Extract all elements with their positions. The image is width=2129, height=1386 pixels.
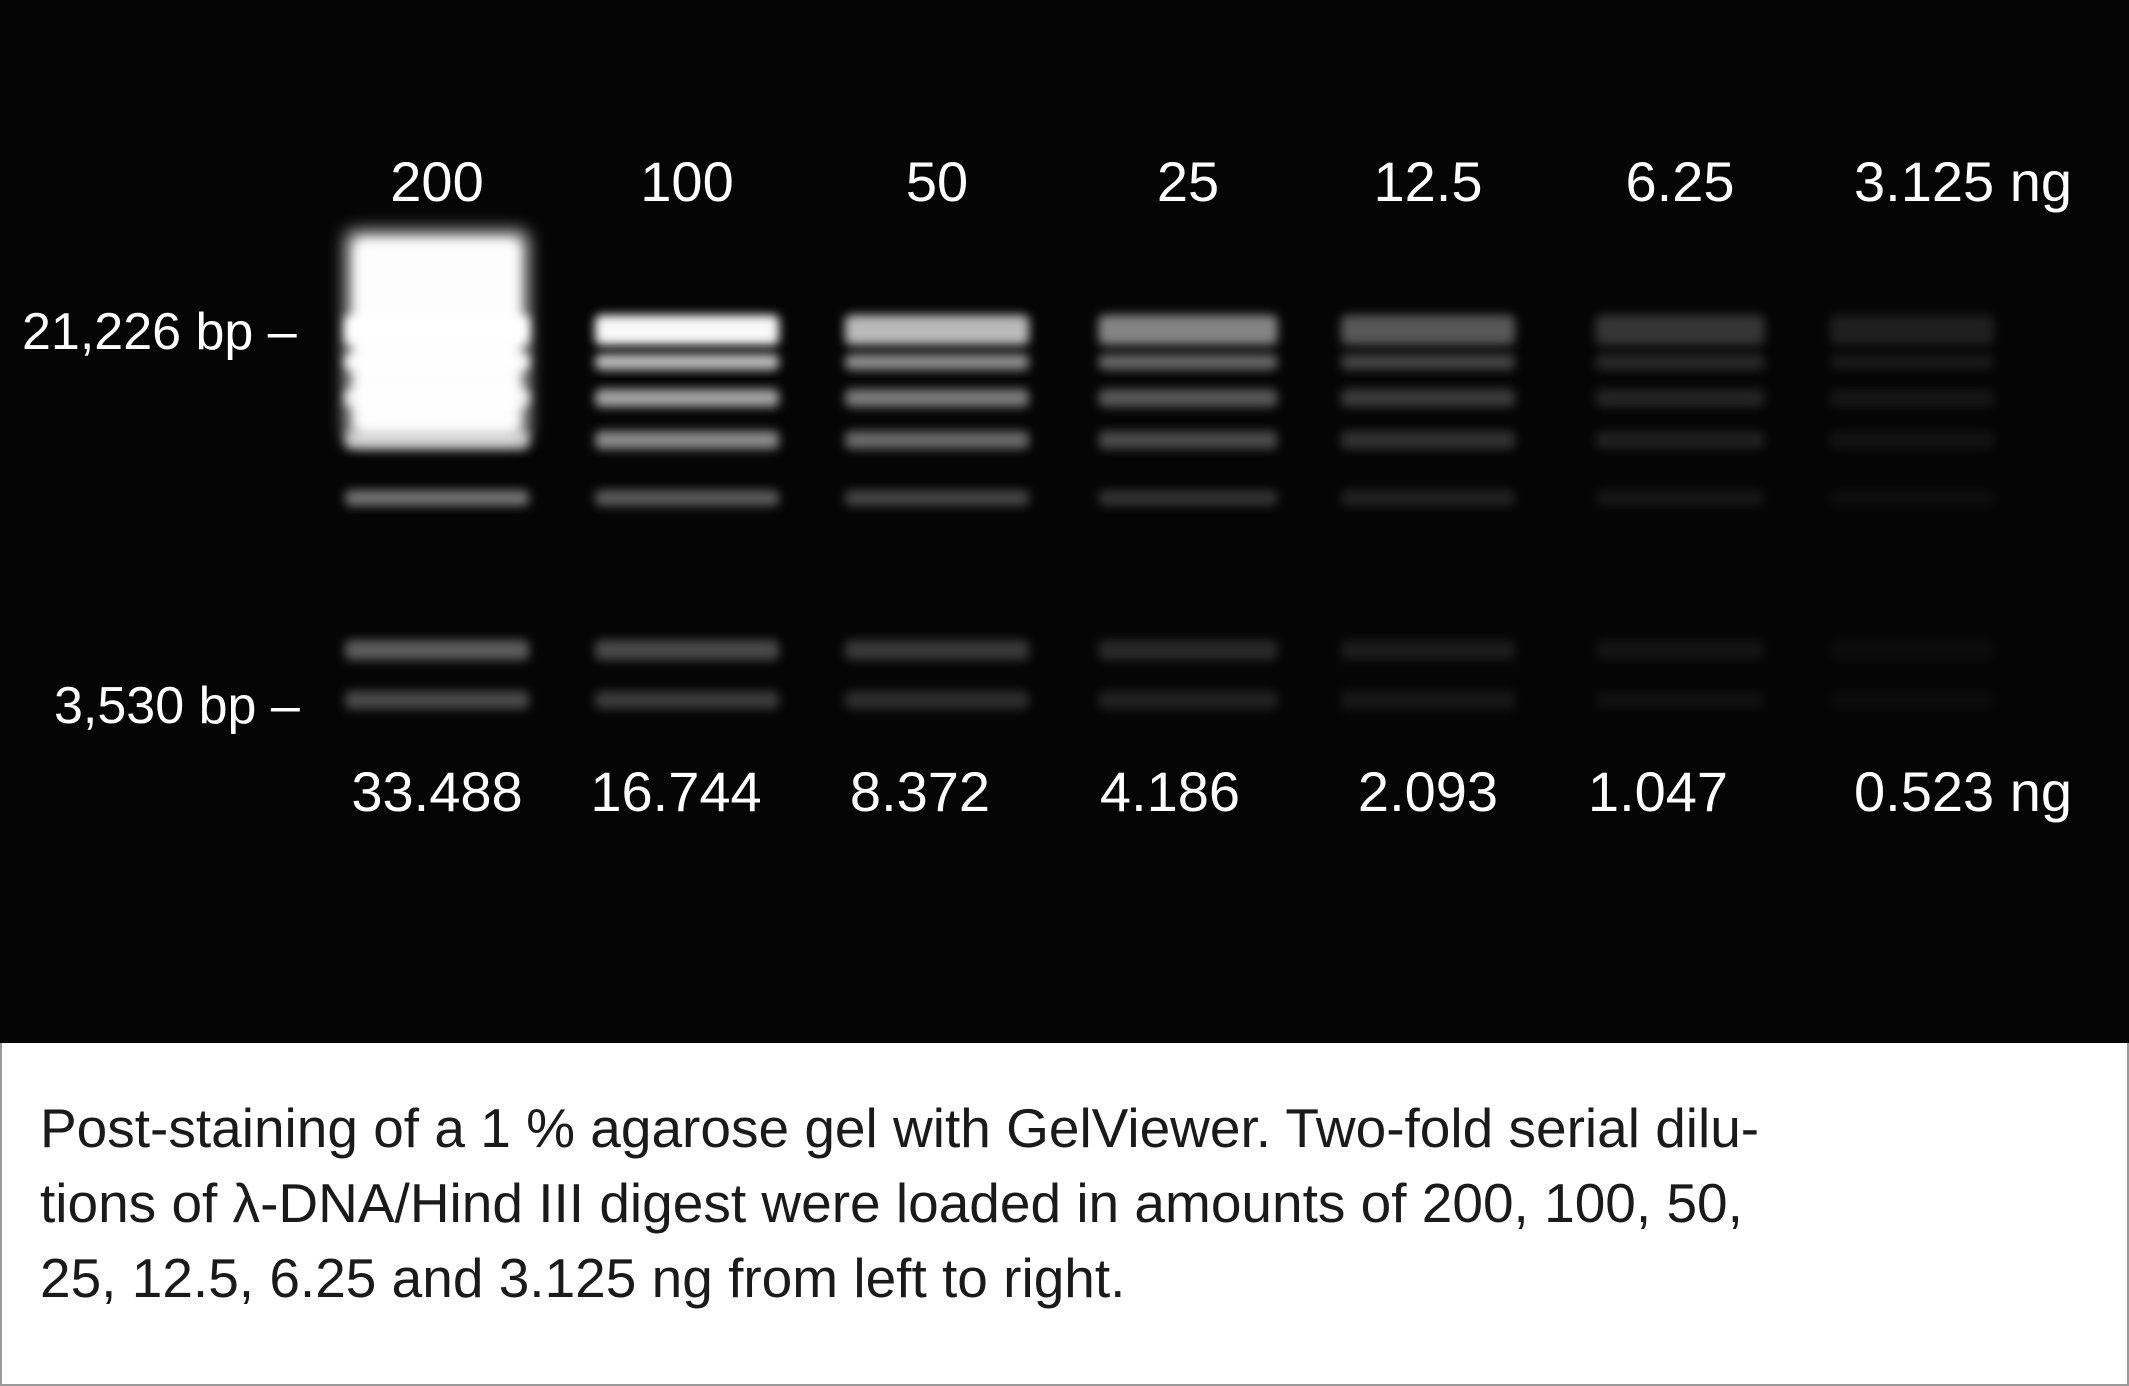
gel-band-lane-3-row-5 xyxy=(845,490,1029,506)
gel-band-lane-1-row-4 xyxy=(345,431,529,449)
gel-band-lane-5-row-2 xyxy=(1341,354,1515,370)
gel-band-lane-3-row-2 xyxy=(845,354,1029,370)
gel-band-lane-5-row-3 xyxy=(1341,389,1515,407)
gel-band-lane-1-row-7 xyxy=(345,691,529,709)
lane-label-top-4: 25 xyxy=(1156,150,1220,213)
caption-box: Post-staining of a 1 % agarose gel with … xyxy=(0,1043,2129,1386)
gel-band-lane-2-row-1 xyxy=(595,315,779,345)
size-marker-21226: 21,226 bp – xyxy=(22,303,297,361)
gel-band-lane-1-row-6 xyxy=(345,640,529,660)
gel-band-lane-1-row-3 xyxy=(345,389,529,407)
gel-band-lane-2-row-4 xyxy=(595,431,779,449)
gel-band-lane-6-row-4 xyxy=(1595,431,1765,449)
lane-label-top-1: 200 xyxy=(390,150,484,213)
caption-line-1: Post-staining of a 1 % agarose gel with … xyxy=(40,1097,1760,1159)
gel-band-lane-3-row-6 xyxy=(845,640,1029,660)
gel-band-lane-4-row-4 xyxy=(1098,431,1278,449)
caption-line-2: tions of λ-DNA/Hind III digest were load… xyxy=(40,1172,1743,1234)
gel-band-lane-4-row-1 xyxy=(1098,315,1278,345)
lane-label-bottom-5: 2.093 xyxy=(1357,760,1499,823)
lane-label-bottom-4: 4.186 xyxy=(1099,760,1241,823)
gel-band-lane-1-row-5 xyxy=(345,490,529,506)
gel-band-lane-1-row-2 xyxy=(345,354,529,370)
gel-band-lane-4-row-5 xyxy=(1098,490,1278,506)
gel-band-lane-7-row-6 xyxy=(1830,640,1994,660)
gel-band-lane-6-row-6 xyxy=(1595,640,1765,660)
lane-label-bottom-1: 33.488 xyxy=(351,760,523,823)
gel-band-lane-2-row-5 xyxy=(595,490,779,506)
gel-band-lane-4-row-7 xyxy=(1098,691,1278,709)
lane-label-bottom-3: 8.372 xyxy=(849,760,991,823)
lane-label-bottom-6: 1.047 xyxy=(1587,760,1729,823)
gel-bands xyxy=(345,232,1994,709)
gel-band-lane-7-row-5 xyxy=(1830,490,1994,506)
gel-band-lane-5-row-4 xyxy=(1341,431,1515,449)
gel-band-lane-5-row-1 xyxy=(1341,315,1515,345)
gel-band-lane-2-row-3 xyxy=(595,389,779,407)
lane-label-top-7: 3.125 ng xyxy=(1854,150,2072,213)
lane-label-bottom-2: 16.744 xyxy=(590,760,762,823)
gel-band-lane-3-row-4 xyxy=(845,431,1029,449)
gel-band-lane-4-row-6 xyxy=(1098,640,1278,660)
lane-label-top-5: 12.5 xyxy=(1373,150,1483,213)
gel-band-lane-6-row-2 xyxy=(1595,354,1765,370)
gel-band-lane-6-row-3 xyxy=(1595,389,1765,407)
figure-caption: Post-staining of a 1 % agarose gel with … xyxy=(40,1091,2060,1316)
gel-band-lane-1-row-1 xyxy=(345,315,529,345)
gel-band-lane-6-row-7 xyxy=(1595,691,1765,709)
lane-label-top-3: 50 xyxy=(905,150,969,213)
gel-band-lane-7-row-4 xyxy=(1830,431,1994,449)
gel-band-lane-5-row-7 xyxy=(1341,691,1515,709)
gel-band-lane-3-row-3 xyxy=(845,389,1029,407)
gel-band-lane-5-row-5 xyxy=(1341,490,1515,506)
gel-band-lane-4-row-3 xyxy=(1098,389,1278,407)
gel-band-lane-3-row-7 xyxy=(845,691,1029,709)
gel-band-lane-5-row-6 xyxy=(1341,640,1515,660)
lane-label-bottom-7: 0.523 ng xyxy=(1854,760,2072,823)
gel-band-lane-6-row-5 xyxy=(1595,490,1765,506)
gel-band-lane-2-row-7 xyxy=(595,691,779,709)
gel-image: 200 100 50 25 12.5 6.25 3.125 ng 33.488 … xyxy=(0,0,2129,1043)
gel-band-lane-6-row-1 xyxy=(1595,315,1765,345)
lane-label-top-2: 100 xyxy=(640,150,734,213)
gel-band-lane-3-row-1 xyxy=(845,315,1029,345)
gel-band-lane-7-row-2 xyxy=(1830,354,1994,370)
size-marker-3530: 3,530 bp – xyxy=(54,677,300,735)
gel-band-lane-2-row-6 xyxy=(595,640,779,660)
gel-band-lane-4-row-2 xyxy=(1098,354,1278,370)
caption-line-3: 25, 12.5, 6.25 and 3.125 ng from left to… xyxy=(40,1247,1126,1309)
gel-band-lane-7-row-1 xyxy=(1830,315,1994,345)
gel-band-lane-7-row-7 xyxy=(1830,691,1994,709)
gel-band-lane-2-row-2 xyxy=(595,354,779,370)
lane-label-top-6: 6.25 xyxy=(1625,150,1735,213)
gel-band-lane-7-row-3 xyxy=(1830,389,1994,407)
